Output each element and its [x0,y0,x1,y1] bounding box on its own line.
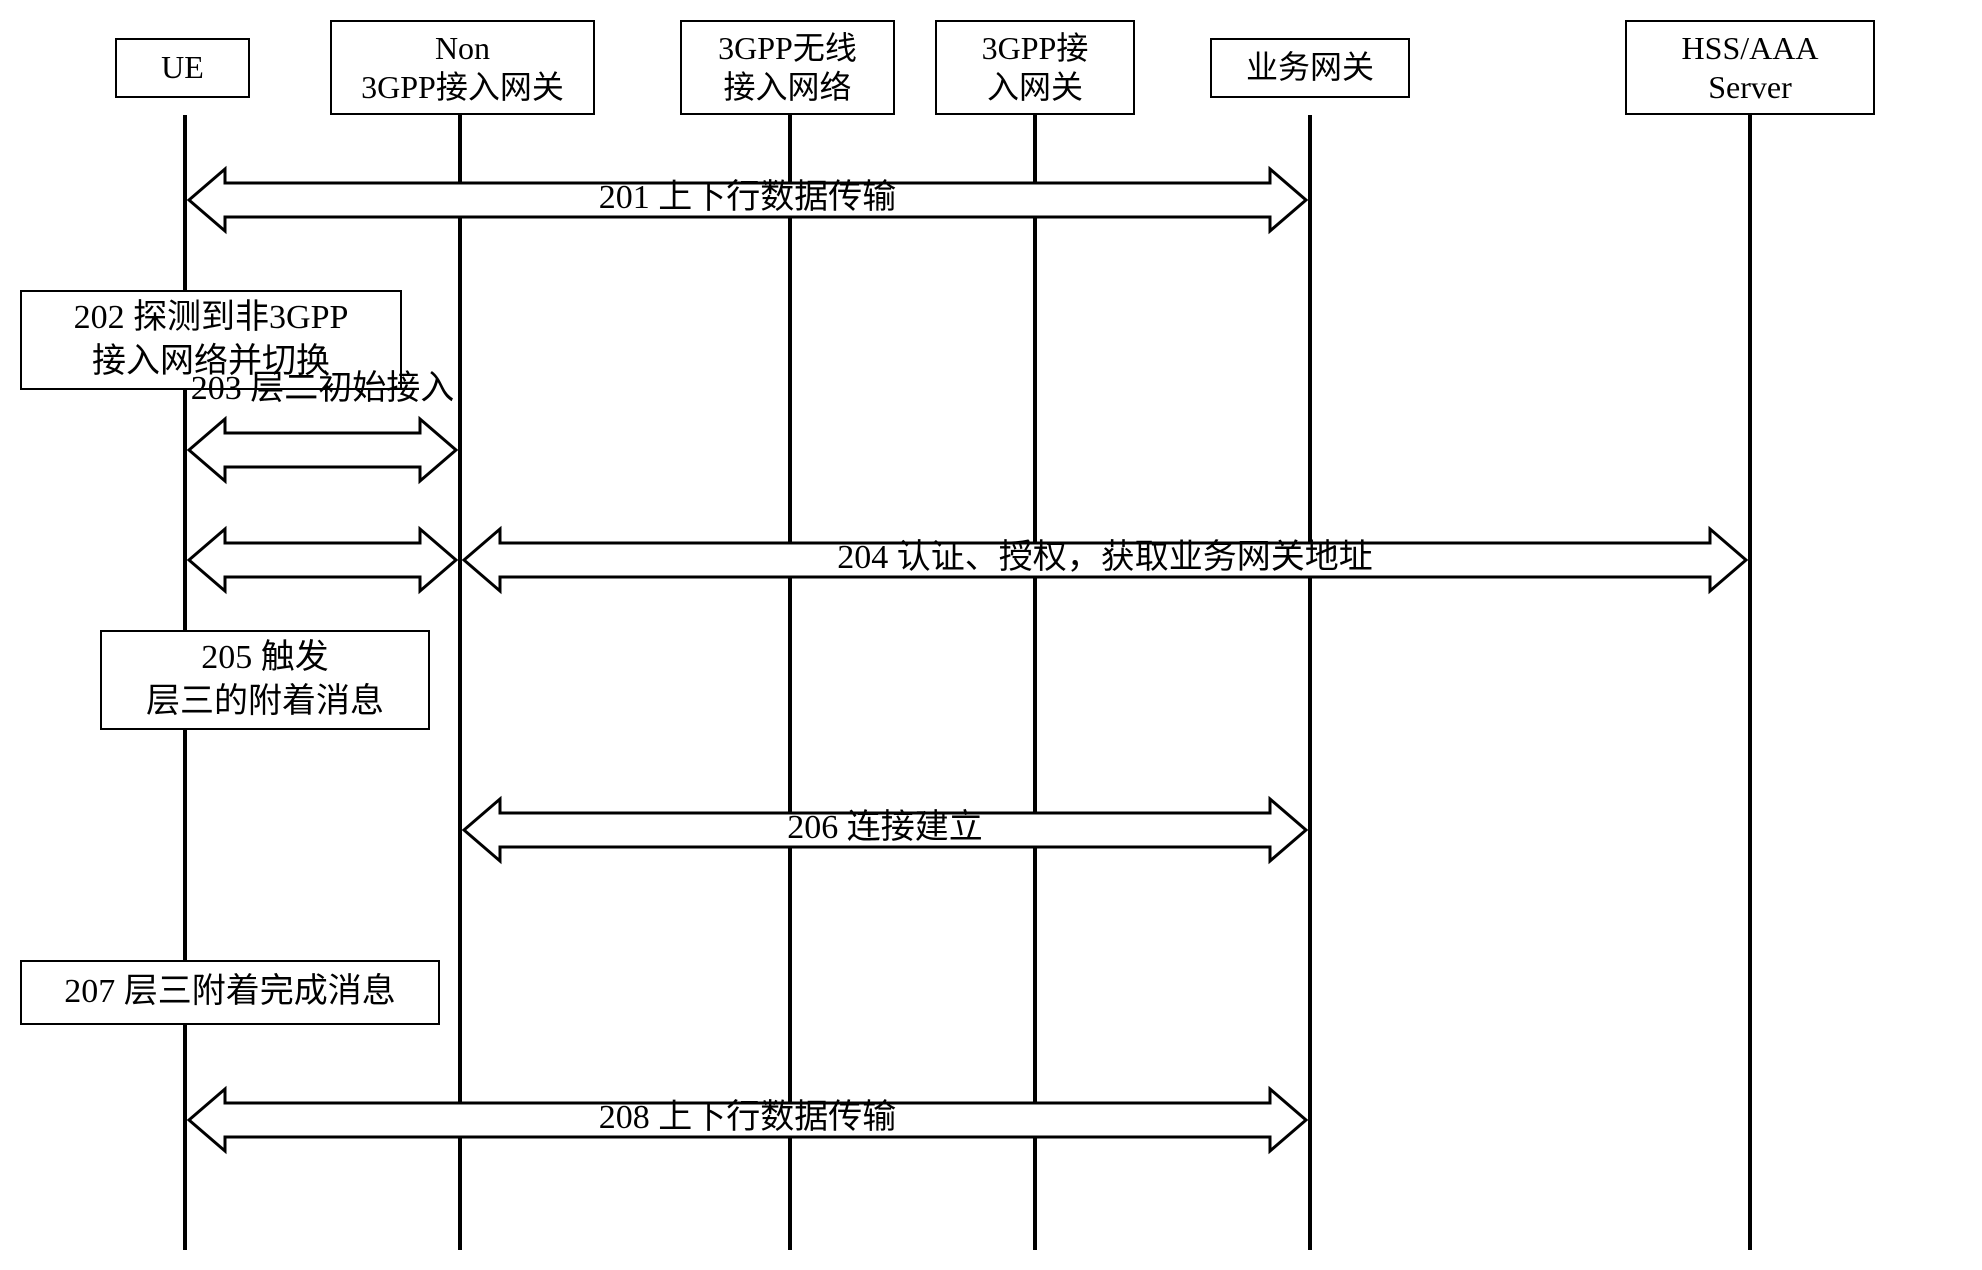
lifeline-svc_gw [1308,115,1312,1250]
label-m206: 206 连接建立 [460,807,1310,850]
participant-non3gpp: Non 3GPP接入网关 [330,20,595,115]
participant-hss: HSS/AAA Server [1625,20,1875,115]
lifeline-non3gpp [458,115,462,1250]
label-m203: 203 层二初始接入 [185,368,460,411]
label-m208: 208 上下行数据传输 [185,1097,1310,1140]
note-n205: 205 触发 层三的附着消息 [100,630,430,730]
lifeline-3gpp_gw [1033,115,1037,1250]
participant-svc_gw: 业务网关 [1210,38,1410,98]
participant-3gpp_gw: 3GPP接 入网关 [935,20,1135,115]
arrow-m204a [185,525,460,595]
participant-ue: UE [115,38,250,98]
arrow-m203 [185,415,460,485]
label-m201: 201 上下行数据传输 [185,177,1310,220]
lifeline-3gpp_ran [788,115,792,1250]
participant-3gpp_ran: 3GPP无线 接入网络 [680,20,895,115]
label-m204b: 204 认证、授权，获取业务网关地址 [460,537,1750,580]
lifeline-hss [1748,115,1752,1250]
sequence-diagram: UE Non 3GPP接入网关 3GPP无线 接入网络 3GPP接 入网关 业务网关 HS… [20,20,1960,1250]
note-n207: 207 层三附着完成消息 [20,960,440,1025]
